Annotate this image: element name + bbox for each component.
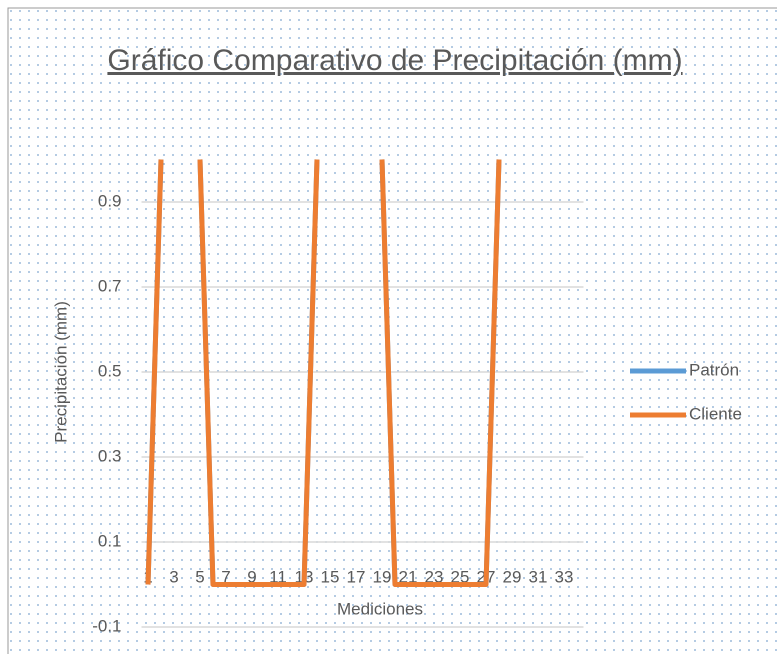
x-tick-label: 11 (269, 567, 287, 586)
y-tick-label: 0.3 (98, 446, 122, 465)
x-tick-label: 31 (529, 567, 548, 586)
y-axis-title: Precipitación (mm) (51, 301, 70, 443)
x-tick-label: 29 (503, 567, 522, 586)
x-tick-label: 9 (247, 567, 256, 586)
x-axis-title: Mediciones (337, 599, 423, 618)
legend-label: Patrón (689, 360, 739, 379)
chart-title: Gráfico Comparativo de Precipitación (mm… (107, 44, 683, 77)
x-tick-label: 25 (451, 567, 470, 586)
y-tick-label: 0.7 (98, 276, 122, 295)
x-tick-label: 19 (373, 567, 392, 586)
y-tick-label: 0.9 (98, 191, 122, 210)
x-tick-label: 23 (425, 567, 444, 586)
series-line (145, 159, 502, 587)
x-tick-label: 33 (555, 567, 574, 586)
x-tick-label: 3 (169, 567, 178, 586)
x-tick-label: 7 (221, 567, 230, 586)
x-tick-label: 15 (321, 567, 340, 586)
y-tick-label: 0.1 (98, 531, 122, 550)
y-tick-label: -0.1 (92, 616, 121, 635)
y-tick-label: 0.5 (98, 361, 122, 380)
x-tick-label: 17 (347, 567, 366, 586)
legend-label: Cliente (689, 404, 742, 423)
x-tick-label: 5 (195, 567, 204, 586)
x-tick-label: 21 (399, 567, 418, 586)
